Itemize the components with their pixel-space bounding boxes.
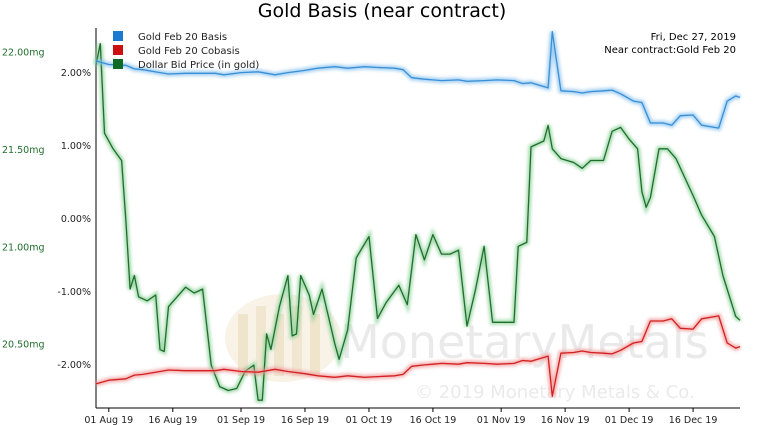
date-label: Fri, Dec 27, 2019 <box>651 32 736 43</box>
legend-label-cobasis: Gold Feb 20 Cobasis <box>138 46 240 57</box>
dollar-price-line <box>95 42 741 401</box>
basis-line <box>95 31 741 129</box>
price-tick-label: 21.50mg <box>2 145 44 156</box>
x-axis-ticks: 01 Aug 19 16 Aug 19 01 Sep 19 16 Sep 19 01 O… <box>84 408 717 425</box>
chart-title: Gold Basis (near contract) <box>258 0 506 22</box>
price-tick-label: 21.00mg <box>2 242 44 253</box>
price-tick-label: 22.00mg <box>2 47 44 58</box>
legend-swatch-basis <box>113 31 123 41</box>
price-tick-label: 20.50mg <box>2 340 44 351</box>
x-tick-label: 01 Nov 19 <box>477 415 526 425</box>
legend: Gold Feb 20 Basis Gold Feb 20 Cobasis Do… <box>113 31 259 71</box>
series-layer <box>93 31 742 403</box>
x-tick-label: 01 Oct 19 <box>346 415 393 425</box>
basis-tick-label: -1.00% <box>57 287 91 298</box>
x-tick-label: 16 Aug 19 <box>148 415 197 425</box>
x-tick-label: 16 Dec 19 <box>669 415 718 425</box>
x-tick-label: 16 Nov 19 <box>541 415 590 425</box>
basis-tick-label: 2.00% <box>61 68 91 79</box>
legend-label-dollar: Dollar Bid Price (in gold) <box>138 60 259 71</box>
x-tick-label: 16 Oct 19 <box>410 415 457 425</box>
x-tick-label: 16 Sep 19 <box>281 415 329 425</box>
x-tick-label: 01 Dec 19 <box>605 415 654 425</box>
legend-swatch-dollar <box>113 59 123 69</box>
x-tick-label: 01 Sep 19 <box>217 415 265 425</box>
contract-label: Near contract:Gold Feb 20 <box>604 45 736 56</box>
basis-tick-label: 0.00% <box>61 214 91 225</box>
basis-tick-label: -2.00% <box>57 360 91 371</box>
left-axis-ticks: 22.00mg 21.50mg 21.00mg 20.50mg <box>2 47 44 350</box>
legend-swatch-cobasis <box>113 45 123 55</box>
basis-tick-label: 1.00% <box>61 141 91 152</box>
right-axis-ticks: 2.00% 1.00% 0.00% -1.00% -2.00% <box>57 68 91 371</box>
legend-label-basis: Gold Feb 20 Basis <box>138 32 227 43</box>
cobasis-line <box>95 315 741 397</box>
x-tick-label: 01 Aug 19 <box>84 415 133 425</box>
